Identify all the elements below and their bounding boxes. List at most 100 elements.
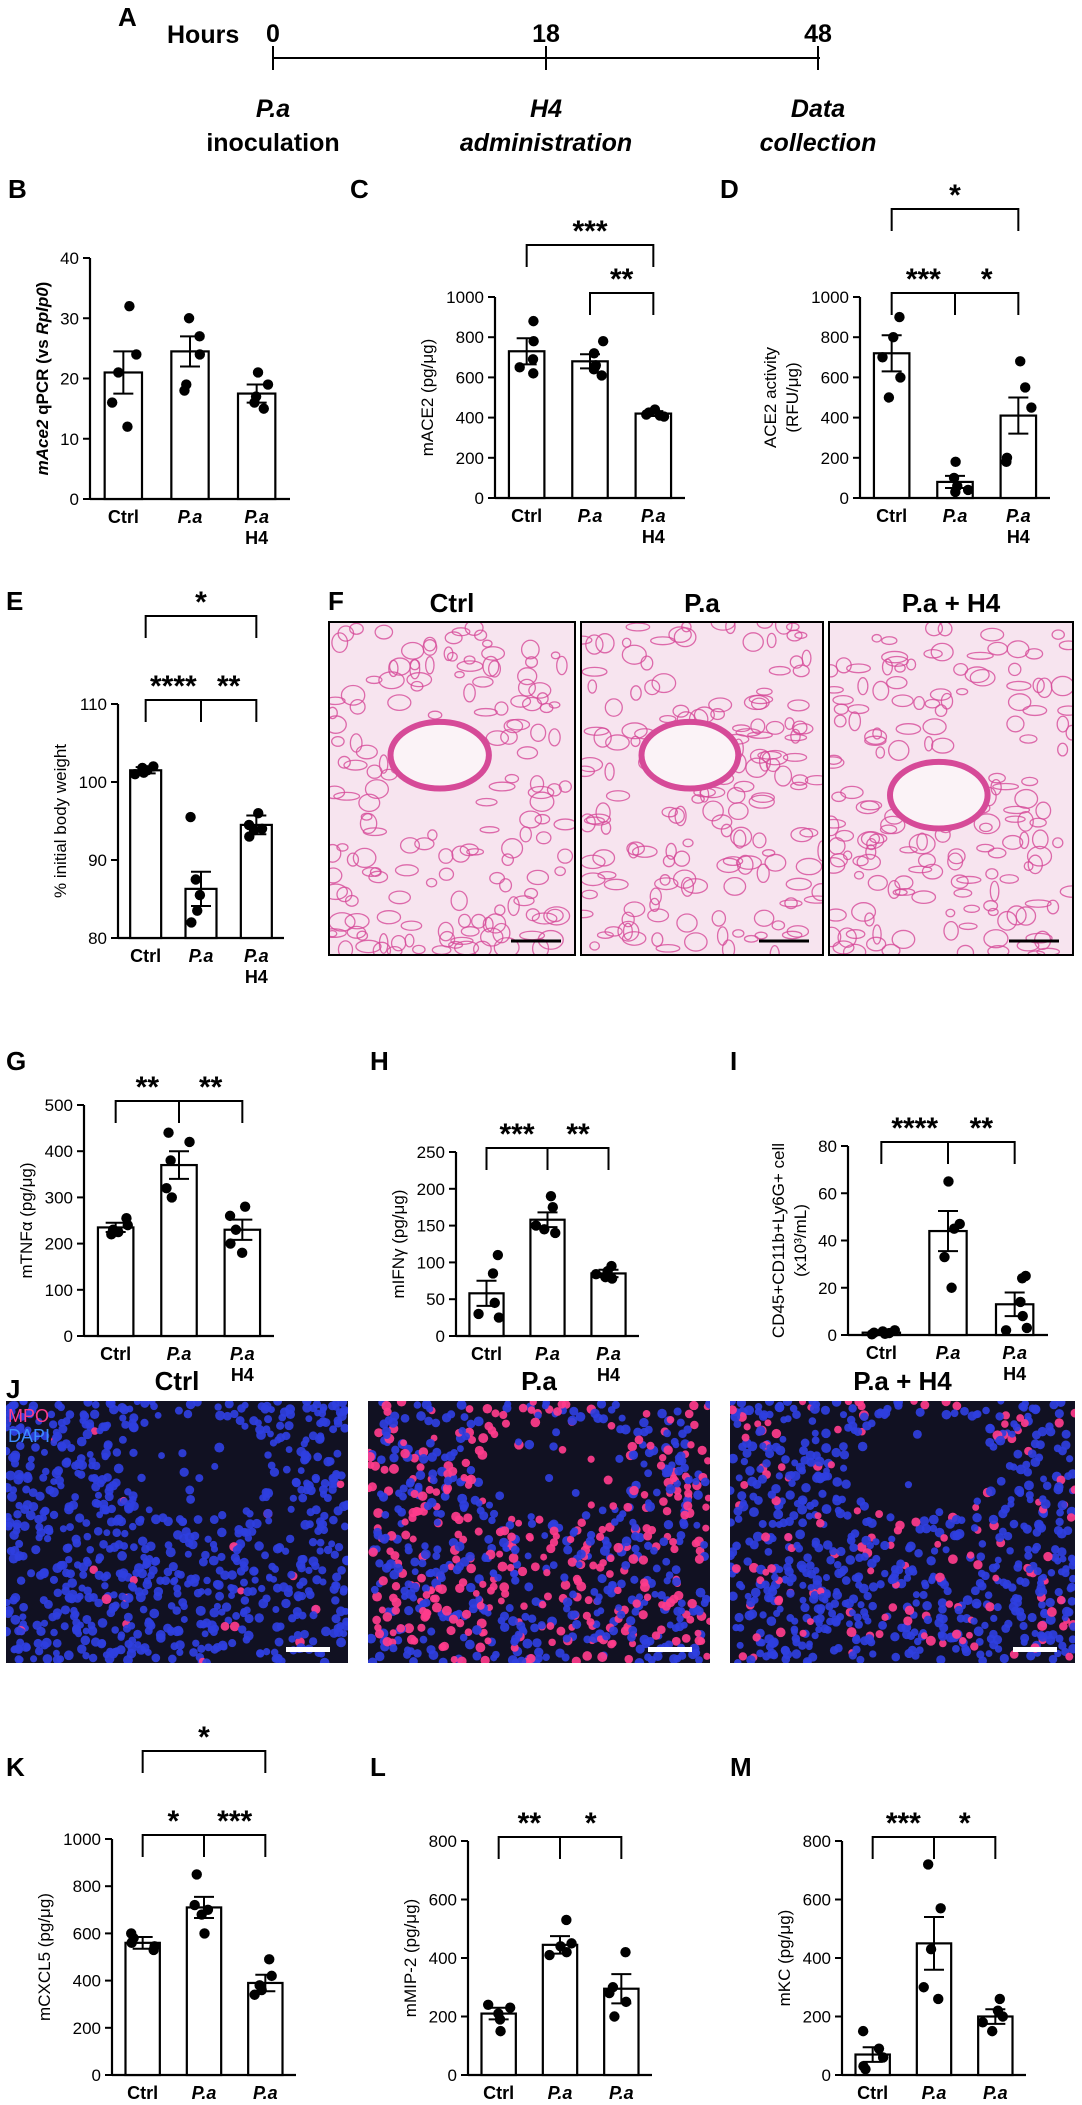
y-tick-label: 40 xyxy=(818,1232,837,1251)
data-point xyxy=(122,421,133,432)
data-point xyxy=(641,409,652,420)
category-label: P.a xyxy=(936,1343,961,1363)
category-label: P.a xyxy=(244,946,269,966)
data-point xyxy=(196,1909,207,1920)
data-point xyxy=(138,767,149,778)
y-axis-label: CD45+CD11b+Ly6G+ cell xyxy=(769,1143,788,1338)
significance-bracket xyxy=(933,1836,997,1859)
bar xyxy=(239,823,273,940)
significance-label: ** xyxy=(217,670,241,703)
data-point xyxy=(943,1176,954,1187)
data-point xyxy=(494,2014,506,2025)
data-point xyxy=(1015,356,1026,367)
data-point xyxy=(244,831,255,842)
y-axis-label: mAce2 qPCR (vs Rplp0) xyxy=(33,282,52,476)
category-label: H4 xyxy=(642,527,665,547)
significance-label: ** xyxy=(136,1071,160,1104)
data-point xyxy=(879,1328,891,1340)
y-tick-label: 400 xyxy=(45,1142,73,1161)
y-tick-label: 100 xyxy=(79,773,107,792)
significance-bracket xyxy=(890,292,956,315)
timeline-event-line1: P.a xyxy=(256,95,290,123)
image-title: P.a xyxy=(521,1366,557,1396)
data-point xyxy=(492,1249,504,1261)
data-point xyxy=(658,411,670,422)
y-tick-label: 400 xyxy=(429,1949,457,1968)
data-point xyxy=(925,1944,937,1955)
significance-label: * xyxy=(585,1807,597,1840)
y-tick-label: 300 xyxy=(45,1188,73,1207)
data-point xyxy=(894,311,905,323)
y-axis-label: ACE2 activity xyxy=(761,346,780,448)
data-point xyxy=(939,1251,950,1263)
significance-bracket xyxy=(525,244,655,267)
significance-bracket xyxy=(559,1836,623,1859)
y-tick-label: 100 xyxy=(45,1281,73,1300)
data-point xyxy=(106,397,118,408)
data-point xyxy=(539,1224,550,1235)
data-point xyxy=(528,336,539,347)
y-tick-label: 1000 xyxy=(63,1830,101,1849)
data-point xyxy=(236,1247,248,1259)
category-label: P.a xyxy=(922,2083,947,2100)
bar xyxy=(236,392,277,501)
data-point xyxy=(493,1312,505,1323)
data-point xyxy=(888,332,899,343)
data-point xyxy=(530,1220,542,1231)
data-point xyxy=(962,484,974,496)
y-axis-label: mACE2 (pg/μg) xyxy=(418,339,437,457)
panel-letter-i: I xyxy=(730,1046,737,1076)
data-point xyxy=(161,1182,172,1194)
category-label: P.a xyxy=(596,1344,621,1364)
bar xyxy=(634,412,673,500)
data-point xyxy=(1001,456,1012,468)
data-point xyxy=(194,349,206,360)
significance-label: **** xyxy=(891,1112,938,1145)
fluorescence-image: P.a + H4 xyxy=(730,1366,1075,1663)
panel-a-timeline: A Hours 0 P.a inoculation 18 H4 administratio… xyxy=(118,2,876,157)
category-label: H4 xyxy=(597,1365,620,1385)
y-tick-label: 100 xyxy=(417,1253,445,1272)
data-point xyxy=(1020,382,1031,393)
bar xyxy=(507,350,546,500)
category-label: P.a xyxy=(943,506,968,526)
image-title: P.a + H4 xyxy=(853,1366,952,1396)
data-point xyxy=(544,1949,555,1961)
timeline-event-line2: inoculation xyxy=(206,129,339,157)
category-label: P.a xyxy=(535,1344,560,1364)
data-point xyxy=(514,362,525,373)
y-axis-label: mIFNγ (pg/μg) xyxy=(389,1190,408,1299)
y-tick-label: 0 xyxy=(64,1327,73,1346)
data-point xyxy=(588,348,600,359)
y-tick-label: 0 xyxy=(436,1327,445,1346)
y-tick-label: 200 xyxy=(417,1180,445,1199)
significance-label: ** xyxy=(566,1118,590,1151)
data-point xyxy=(165,1155,176,1166)
y-axis-label: (RFU/μg) xyxy=(783,362,802,432)
category-label: P.a xyxy=(983,2083,1008,2100)
panel-letter-m: M xyxy=(730,1752,752,1782)
data-point xyxy=(194,331,205,342)
y-tick-label: 400 xyxy=(803,1949,831,1968)
y-tick-label: 400 xyxy=(456,409,484,428)
data-point xyxy=(895,372,906,383)
significance-bracket xyxy=(890,208,1020,231)
y-tick-label: 40 xyxy=(60,249,79,268)
data-point xyxy=(183,313,195,324)
bar xyxy=(541,1943,579,2077)
panel-letter-b: B xyxy=(8,174,27,204)
category-label: P.a xyxy=(548,2083,573,2100)
panel-letter-g: G xyxy=(6,1046,26,1076)
data-point xyxy=(922,1859,934,1870)
panel-letter-j: J xyxy=(6,1374,20,1404)
category-label: P.a xyxy=(1006,506,1031,526)
category-label: H4 xyxy=(1007,527,1030,547)
data-point xyxy=(588,364,600,375)
chart-g: G 0 100 200 300 400 500 mTNFα (pg/μg) Ctrl P.a P.a… xyxy=(6,1046,274,1385)
y-tick-label: 150 xyxy=(417,1217,445,1236)
fluorescence-image: Ctrl xyxy=(6,1366,348,1663)
data-point xyxy=(129,769,141,780)
significance-bracket xyxy=(589,292,655,315)
category-label: P.a xyxy=(178,507,203,527)
